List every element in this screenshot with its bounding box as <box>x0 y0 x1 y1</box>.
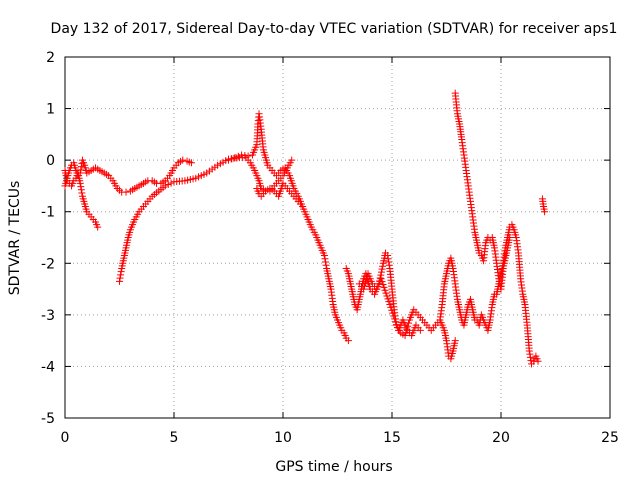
data-point <box>296 200 304 208</box>
data-point <box>382 289 390 297</box>
data-point <box>392 318 400 326</box>
data-point <box>76 179 84 187</box>
axes-frame <box>64 56 611 419</box>
y-tick-label: -4 <box>41 359 55 375</box>
data-point <box>541 208 549 216</box>
data-point <box>179 156 187 164</box>
data-point <box>381 286 389 294</box>
data-point <box>401 331 409 339</box>
data-point <box>385 261 393 269</box>
data-point <box>388 306 396 314</box>
data-point <box>238 151 246 159</box>
data-point <box>451 337 459 345</box>
data-point <box>361 279 369 287</box>
data-point <box>377 268 385 276</box>
data-point <box>116 274 124 282</box>
data-point <box>390 312 398 320</box>
data-point <box>116 277 123 285</box>
data-point <box>380 283 388 291</box>
data-point <box>387 303 395 311</box>
x-tick-label: 0 <box>61 430 70 446</box>
y-tick-label: -1 <box>41 205 55 221</box>
data-point <box>228 155 236 163</box>
plot-frame <box>64 56 611 419</box>
data-point <box>393 321 401 329</box>
data-point <box>506 234 514 241</box>
data-point <box>384 255 392 263</box>
x-axis-ticks: 0 5 10 15 20 25 <box>61 57 619 446</box>
data-point <box>234 152 242 160</box>
x-tick-label: 20 <box>492 430 510 446</box>
data-point <box>384 295 392 303</box>
data-point <box>360 285 368 293</box>
data-point <box>385 298 393 306</box>
y-tick-label: 1 <box>46 102 55 118</box>
data-point <box>321 255 329 263</box>
data-point <box>122 188 130 196</box>
y-tick-label: 2 <box>46 50 55 66</box>
data-point <box>416 326 424 334</box>
data-point <box>231 154 239 162</box>
data-point <box>167 179 175 187</box>
data-point <box>377 275 385 283</box>
data-point <box>379 262 387 270</box>
data-point <box>526 350 534 358</box>
data-point <box>362 276 370 284</box>
data-point <box>525 347 533 355</box>
data-point <box>164 181 172 189</box>
data-point <box>383 292 391 300</box>
data-point <box>379 280 387 288</box>
data-point <box>94 223 102 231</box>
data-point <box>241 152 249 160</box>
data-point <box>378 265 386 273</box>
data-point <box>161 182 169 190</box>
data-point <box>385 258 393 266</box>
chart-title: Day 132 of 2017, Sidereal Day-to-day VTE… <box>51 21 618 37</box>
data-point <box>78 189 86 197</box>
data-point <box>117 271 125 279</box>
x-tick-label: 5 <box>170 430 179 446</box>
data-point <box>526 353 534 361</box>
data-points <box>61 89 549 368</box>
y-tick-label: -3 <box>41 308 55 324</box>
data-point <box>322 258 330 266</box>
y-tick-label: -2 <box>41 256 55 272</box>
data-point <box>344 337 352 345</box>
data-point <box>187 159 195 167</box>
data-point <box>534 357 542 365</box>
data-point <box>244 152 252 160</box>
x-tick-label: 10 <box>274 430 292 446</box>
y-tick-label: 0 <box>46 153 55 169</box>
data-point <box>288 156 296 164</box>
data-point <box>77 183 85 191</box>
data-point <box>225 156 232 164</box>
y-axis-ticks: 2 1 0 -1 -2 -3 -4 -5 <box>41 50 610 427</box>
y-axis-label: SDTVAR / TECUs <box>7 181 23 296</box>
x-axis-label: GPS time / hours <box>275 459 392 475</box>
x-tick-label: 15 <box>383 430 401 446</box>
data-point <box>389 309 397 317</box>
data-point <box>320 252 328 260</box>
data-point <box>386 301 394 309</box>
data-point <box>391 315 399 323</box>
data-point <box>378 278 386 286</box>
y-tick-label: -5 <box>41 411 55 427</box>
data-point <box>77 186 85 194</box>
x-tick-label: 25 <box>601 430 619 446</box>
data-point <box>77 163 85 171</box>
data-point <box>322 261 330 269</box>
data-point <box>117 268 125 276</box>
data-point <box>361 282 369 290</box>
data-point <box>384 252 392 260</box>
